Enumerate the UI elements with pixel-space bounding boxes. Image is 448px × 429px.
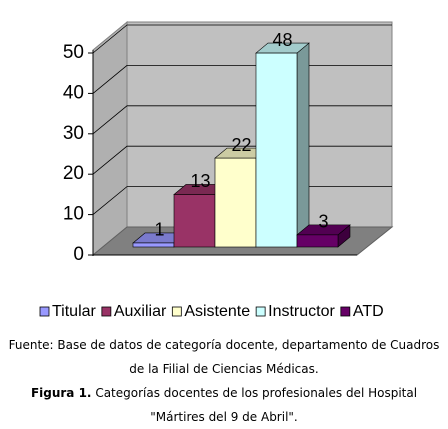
bar	[132, 242, 175, 248]
bar	[255, 52, 298, 248]
legend-swatch	[340, 306, 351, 317]
caption-label: Figura 1.	[30, 386, 92, 400]
y-tick-label: 30	[63, 123, 84, 144]
caption-text: Categorías docentes de los profesionales…	[95, 386, 418, 424]
bar	[296, 234, 339, 248]
legend-label: Asistente	[184, 303, 250, 320]
legend-swatch	[101, 306, 112, 317]
value-label: 1	[154, 220, 164, 240]
caption-block: Fuente: Base de datos de categoría docen…	[4, 333, 444, 429]
chart: 0 10 20 30 40 50 1 13 22 48 3 Titular Auxiliar Asiste…	[39, 20, 394, 320]
y-tick-label: 0	[73, 244, 84, 265]
figure-caption: Figura 1. Categorías docentes de los pro…	[4, 381, 444, 429]
side-wall	[92, 20, 128, 257]
value-label: 48	[272, 30, 292, 50]
legend-swatch	[255, 306, 266, 317]
grid-line	[92, 24, 392, 54]
legend-swatch	[39, 306, 50, 317]
value-label: 22	[231, 135, 251, 155]
y-tick-label: 40	[63, 82, 84, 103]
legend-label: ATD	[353, 303, 384, 320]
bar-side	[296, 42, 310, 248]
legend-label: Auxiliar	[114, 303, 167, 320]
y-tick-label: 50	[63, 42, 84, 63]
value-label: 13	[190, 171, 210, 191]
bar	[214, 157, 257, 248]
source: Fuente: Base de datos de categoría docen…	[8, 338, 440, 376]
legend-label: Titular	[52, 303, 97, 320]
legend-swatch	[171, 306, 182, 317]
y-tick-label: 20	[63, 163, 84, 184]
value-label: 3	[318, 212, 328, 232]
legend-label: Instructor	[268, 303, 335, 320]
y-tick-label: 10	[63, 204, 84, 225]
bar	[173, 194, 216, 248]
